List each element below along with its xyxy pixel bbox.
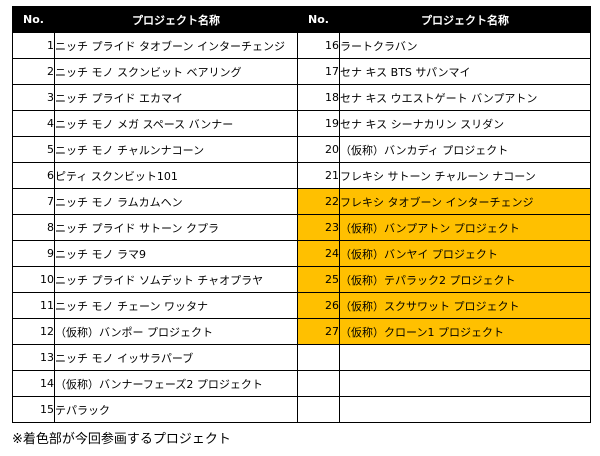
project-name: ニッチ モノ メガ スペース バンナー xyxy=(54,110,298,137)
project-name: ラートクラバン xyxy=(339,32,591,59)
project-name: （仮称）バンナーフェーズ2 プロジェクト xyxy=(54,370,298,397)
project-name: （仮称）バンポー プロジェクト xyxy=(54,318,298,345)
project-no: 18 xyxy=(297,84,340,111)
table-row: 9 ニッチ モノ ラマ9 24 （仮称）バンヤイ プロジェクト xyxy=(12,240,591,267)
empty-cell xyxy=(297,396,340,423)
project-name: （仮称）クローン1 プロジェクト xyxy=(339,318,591,345)
project-name: （仮称）バンプアトン プロジェクト xyxy=(339,214,591,241)
table-header-row: No. プロジェクト名称 No. プロジェクト名称 xyxy=(12,6,591,33)
project-no: 2 xyxy=(12,58,55,85)
project-name: ニッチ モノ ラマ9 xyxy=(54,240,298,267)
project-name: テパラック xyxy=(54,396,298,423)
table-row: 4 ニッチ モノ メガ スペース バンナー 19 セナ キス シーナカリン スリダン xyxy=(12,110,591,137)
project-no: 6 xyxy=(12,162,55,189)
project-no: 11 xyxy=(12,292,55,319)
project-no: 8 xyxy=(12,214,55,241)
project-name: ニッチ プライド タオブーン インターチェンジ xyxy=(54,32,298,59)
table-row: 8 ニッチ プライド サトーン クプラ 23 （仮称）バンプアトン プロジェクト xyxy=(12,214,591,241)
project-name: （仮称）バンヤイ プロジェクト xyxy=(339,240,591,267)
project-no: 7 xyxy=(12,188,55,215)
project-no: 16 xyxy=(297,32,340,59)
project-name: ニッチ モノ チェーン ワッタナ xyxy=(54,292,298,319)
table-row: 7 ニッチ モノ ラムカムヘン 22 フレキシ タオブーン インターチェンジ xyxy=(12,188,591,215)
project-no: 14 xyxy=(12,370,55,397)
project-no: 25 xyxy=(297,266,340,293)
header-no-left: No. xyxy=(12,6,55,33)
empty-cell xyxy=(339,370,591,397)
table-row: 10 ニッチ プライド ソムデット チャオプラヤ 25 （仮称）テパラック2 プロジェ… xyxy=(12,266,591,293)
project-name: セナ キス BTS サパンマイ xyxy=(339,58,591,85)
empty-cell xyxy=(297,370,340,397)
project-no: 1 xyxy=(12,32,55,59)
header-name-left: プロジェクト名称 xyxy=(54,6,298,33)
empty-cell xyxy=(297,344,340,371)
project-no: 17 xyxy=(297,58,340,85)
project-name: ニッチ プライド エカマイ xyxy=(54,84,298,111)
footnote: ※着色部が今回参画するプロジェクト xyxy=(12,432,231,447)
project-name: （仮称）テパラック2 プロジェクト xyxy=(339,266,591,293)
table-row: 13 ニッチ モノ イッサラパーブ xyxy=(12,344,591,371)
project-no: 15 xyxy=(12,396,55,423)
table-row: 14 （仮称）バンナーフェーズ2 プロジェクト xyxy=(12,370,591,397)
project-no: 5 xyxy=(12,136,55,163)
empty-cell xyxy=(339,344,591,371)
empty-cell xyxy=(339,396,591,423)
project-no: 13 xyxy=(12,344,55,371)
project-no: 20 xyxy=(297,136,340,163)
project-name: フレキシ サトーン チャルーン ナコーン xyxy=(339,162,591,189)
table-body: 1 ニッチ プライド タオブーン インターチェンジ 16 ラートクラバン 2 ニッチ モノ… xyxy=(12,32,591,423)
project-no: 26 xyxy=(297,292,340,319)
project-no: 12 xyxy=(12,318,55,345)
header-name-right: プロジェクト名称 xyxy=(339,6,591,33)
project-name: （仮称）バンカディ プロジェクト xyxy=(339,136,591,163)
project-no: 27 xyxy=(297,318,340,345)
project-name: （仮称）スクサワット プロジェクト xyxy=(339,292,591,319)
project-no: 21 xyxy=(297,162,340,189)
project-no: 9 xyxy=(12,240,55,267)
project-no: 4 xyxy=(12,110,55,137)
table-row: 6 ピティ スクンビット101 21 フレキシ サトーン チャルーン ナコーン xyxy=(12,162,591,189)
project-name: ニッチ モノ ラムカムヘン xyxy=(54,188,298,215)
table-row: 2 ニッチ モノ スクンビット ベアリング 17 セナ キス BTS サパンマイ xyxy=(12,58,591,85)
project-no: 23 xyxy=(297,214,340,241)
table-row: 1 ニッチ プライド タオブーン インターチェンジ 16 ラートクラバン xyxy=(12,32,591,59)
table-row: 11 ニッチ モノ チェーン ワッタナ 26 （仮称）スクサワット プロジェクト xyxy=(12,292,591,319)
project-table: No. プロジェクト名称 No. プロジェクト名称 1 ニッチ プライド タオブー… xyxy=(12,6,591,423)
project-no: 19 xyxy=(297,110,340,137)
project-name: ニッチ プライド サトーン クプラ xyxy=(54,214,298,241)
project-name: ニッチ プライド ソムデット チャオプラヤ xyxy=(54,266,298,293)
project-name: フレキシ タオブーン インターチェンジ xyxy=(339,188,591,215)
project-name: ニッチ モノ チャルンナコーン xyxy=(54,136,298,163)
table-row: 5 ニッチ モノ チャルンナコーン 20 （仮称）バンカディ プロジェクト xyxy=(12,136,591,163)
project-name: セナ キス シーナカリン スリダン xyxy=(339,110,591,137)
project-no: 3 xyxy=(12,84,55,111)
project-no: 24 xyxy=(297,240,340,267)
header-no-right: No. xyxy=(297,6,340,33)
project-name: ニッチ モノ イッサラパーブ xyxy=(54,344,298,371)
table-row: 15 テパラック xyxy=(12,396,591,423)
table-row: 12 （仮称）バンポー プロジェクト 27 （仮称）クローン1 プロジェクト xyxy=(12,318,591,345)
project-name: ピティ スクンビット101 xyxy=(54,162,298,189)
project-name: セナ キス ウエストゲート バンプアトン xyxy=(339,84,591,111)
project-name: ニッチ モノ スクンビット ベアリング xyxy=(54,58,298,85)
project-no: 10 xyxy=(12,266,55,293)
project-no: 22 xyxy=(297,188,340,215)
table-row: 3 ニッチ プライド エカマイ 18 セナ キス ウエストゲート バンプアトン xyxy=(12,84,591,111)
